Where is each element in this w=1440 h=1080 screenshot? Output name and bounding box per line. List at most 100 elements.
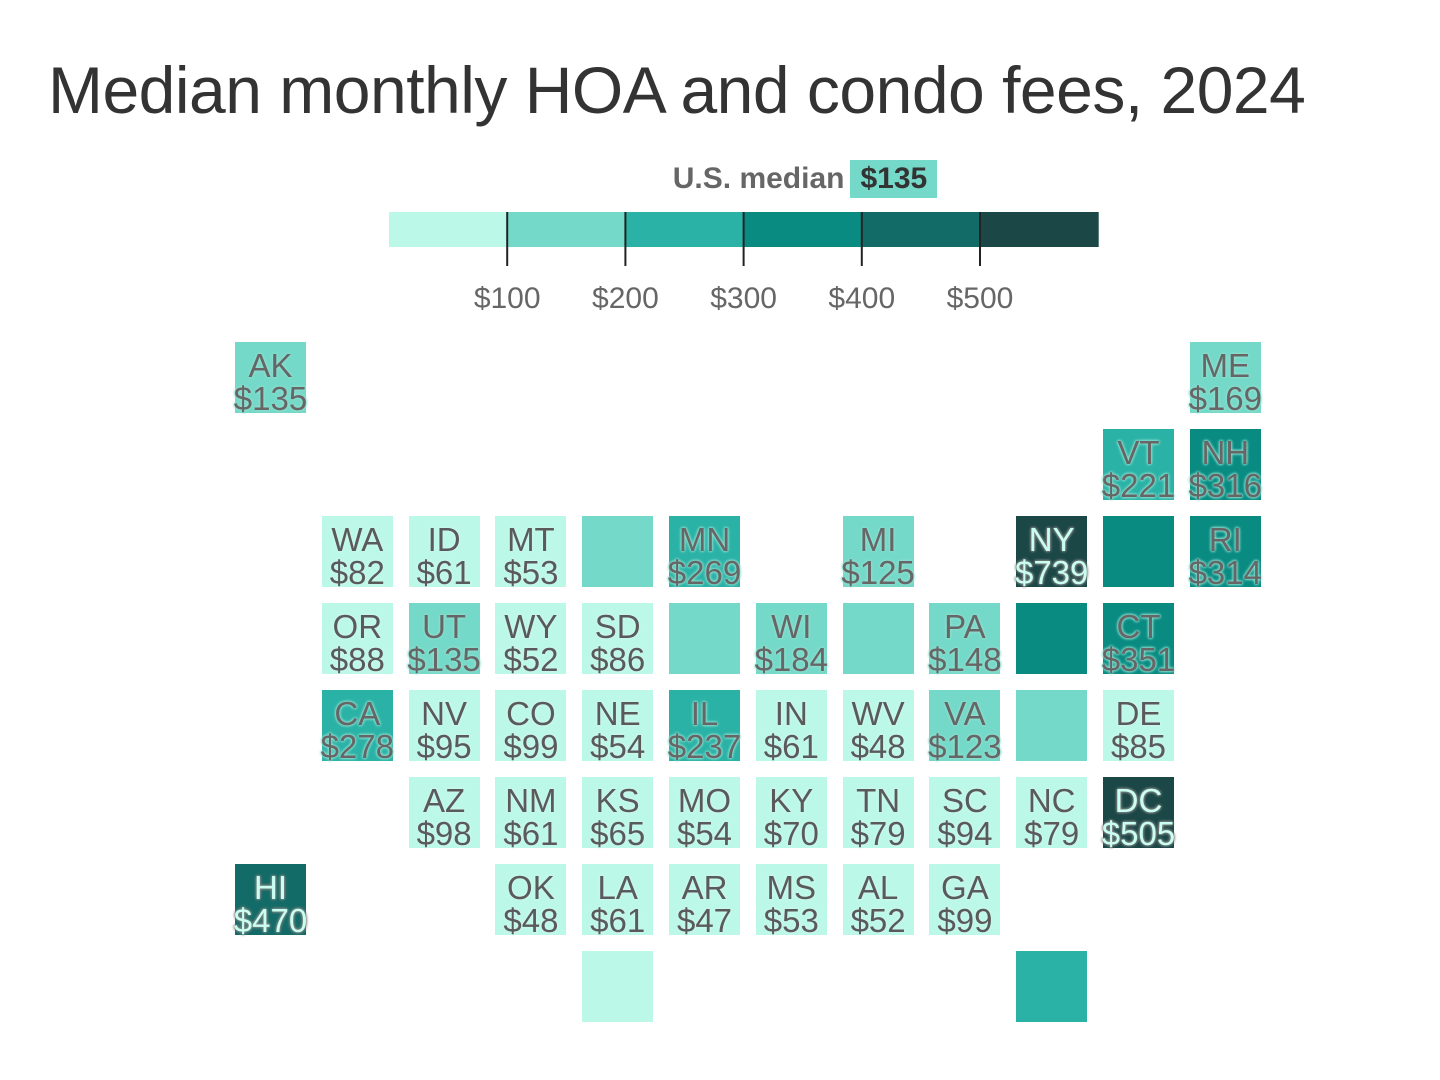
state-value: $269 [667,554,742,591]
state-abbr: ME [1200,347,1251,384]
state-abbr: ID [427,521,461,558]
state-abbr: AL [857,869,899,906]
state-abbr: VT [1117,434,1160,471]
state-abbr: IN [774,695,808,732]
legend-tick-label: $100 [474,282,541,310]
state-abbr: OR [332,608,383,645]
state-abbr: GA [941,869,989,906]
state-tile-ks: KS $65 [582,777,654,850]
state-abbr: CO [506,695,556,732]
state-value: $61 [503,815,559,852]
state-value: $135 [233,380,308,417]
state-value: $314 [1188,554,1262,591]
state-tile-nm: NM $61 [495,777,567,850]
state-abbr: OK [507,869,555,906]
state-abbr: TN [856,782,901,819]
legend-swatch [389,212,508,247]
state-value: $95 [416,728,472,765]
state-value: $125 [841,554,915,591]
legend-swatch [980,212,1099,247]
state-abbr: KY [769,782,814,819]
state-tile-unlabeled [1016,690,1088,761]
state-value: $237 [667,728,742,765]
state-value: $65 [590,815,646,852]
state-value: $47 [676,902,733,939]
state-value: $94 [937,815,993,852]
legend-header: U.S. median $135 [0,160,1440,198]
state-abbr: SC [941,782,988,819]
state-value: $61 [416,554,472,591]
state-tile-pa: PA $148 [928,603,1002,676]
state-abbr: WV [851,695,905,732]
state-abbr: DE [1115,695,1162,732]
state-tile-hi: HI $470 [234,864,307,937]
state-value: $48 [503,902,559,939]
state-abbr: CT [1116,608,1161,645]
legend-tick-label: $500 [947,282,1014,310]
state-tile-mi: MI $125 [841,516,915,589]
state-abbr: VA [944,695,986,732]
legend-swatch [507,212,626,247]
state-tile-az: AZ $98 [408,777,480,850]
state-abbr: WI [771,608,812,645]
state-tile-ak: AK $135 [234,342,307,415]
state-tile-ri: RI $314 [1189,516,1262,589]
state-value: $79 [1024,815,1080,852]
state-tile-ct: CT $351 [1102,603,1175,676]
state-value: $54 [676,815,733,852]
state-tile-unlabeled [582,516,654,587]
state-tile-unlabeled [1016,951,1088,1022]
state-tile-in: IN $61 [755,690,827,763]
state-tile-me: ME $169 [1189,342,1262,415]
state-value: $99 [937,902,993,939]
state-tile-mt: MT $53 [495,516,567,589]
state-tile-unlabeled [1016,603,1088,674]
state-tile-la: LA $61 [582,864,654,937]
state-tile-ut: UT $135 [407,603,481,676]
us-median-label: U.S. median [672,162,845,195]
color-legend: $100 $200 $300 $400 $500 [389,212,1099,310]
state-value: $53 [503,554,559,591]
state-abbr: MI [859,521,897,558]
state-value: $351 [1101,641,1176,678]
legend-swatch [861,212,981,247]
chart-title: Median monthly HOA and condo fees, 2024 [48,53,1306,127]
state-tile-il: IL $237 [668,690,741,763]
state-abbr: MS [766,869,817,906]
state-value: $184 [754,641,828,678]
state-value: $135 [407,641,481,678]
state-value: $52 [503,641,559,678]
state-abbr: RI [1208,521,1242,558]
state-value: $316 [1188,467,1262,504]
state-abbr: LA [597,869,638,906]
state-value: $82 [329,554,385,591]
state-abbr: PA [944,608,986,645]
state-abbr: NM [505,782,557,819]
state-tile-id: ID $61 [408,516,480,589]
state-value: $123 [928,728,1002,765]
state-tile-ga: GA $99 [929,864,1001,937]
state-abbr: WA [331,521,384,558]
state-tile-wi: WI $184 [755,603,828,676]
state-tile-ms: MS $53 [755,864,827,937]
state-abbr: MN [678,521,731,558]
state-abbr: IL [690,695,719,732]
state-tile-ar: AR $47 [669,864,740,937]
state-tile-nv: NV $95 [408,690,480,763]
state-abbr: UT [422,608,467,645]
state-tile-unlabeled [1103,516,1174,587]
state-tile-nc: NC $79 [1016,777,1088,850]
state-tile-or: OR $88 [321,603,393,676]
legend-tick-label: $300 [710,282,777,310]
state-value: $221 [1101,467,1176,504]
state-abbr: NY [1028,521,1075,558]
state-tile-mo: MO $54 [669,777,740,850]
state-abbr: MO [677,782,732,819]
state-value: $48 [850,728,906,765]
state-tile-wa: WA $82 [321,516,393,589]
state-tile-de: DE $85 [1103,690,1174,763]
legend-swatch [625,212,745,247]
state-value: $53 [763,902,819,939]
state-value: $739 [1014,554,1089,591]
state-value: $99 [503,728,559,765]
